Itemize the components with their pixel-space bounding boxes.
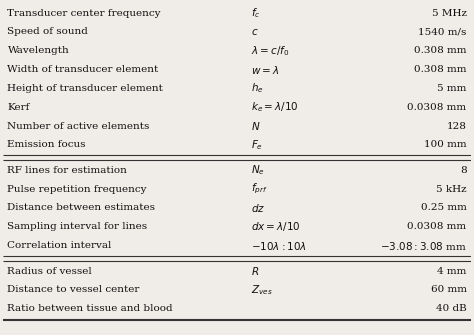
Text: Pulse repetition frequency: Pulse repetition frequency bbox=[8, 185, 147, 194]
Text: 60 mm: 60 mm bbox=[430, 285, 466, 294]
Text: $f_{prf}$: $f_{prf}$ bbox=[251, 182, 268, 196]
Text: Sampling interval for lines: Sampling interval for lines bbox=[8, 222, 147, 231]
Text: 0.308 mm: 0.308 mm bbox=[414, 65, 466, 74]
Text: 0.0308 mm: 0.0308 mm bbox=[408, 222, 466, 231]
Text: $\lambda = c/f_0$: $\lambda = c/f_0$ bbox=[251, 44, 289, 58]
Text: Correlation interval: Correlation interval bbox=[8, 241, 112, 250]
Text: $c$: $c$ bbox=[251, 27, 259, 37]
Text: 1540 m/s: 1540 m/s bbox=[418, 27, 466, 37]
Text: 0.308 mm: 0.308 mm bbox=[414, 46, 466, 55]
Text: Distance between estimates: Distance between estimates bbox=[8, 203, 155, 212]
Text: $Z_{ves}$: $Z_{ves}$ bbox=[251, 283, 273, 297]
Text: $k_e = \lambda/10$: $k_e = \lambda/10$ bbox=[251, 100, 299, 114]
Text: Number of active elements: Number of active elements bbox=[8, 122, 150, 131]
Text: 8: 8 bbox=[460, 166, 466, 175]
Text: Speed of sound: Speed of sound bbox=[8, 27, 88, 37]
Text: Emission focus: Emission focus bbox=[8, 140, 86, 149]
Text: Ratio between tissue and blood: Ratio between tissue and blood bbox=[8, 304, 173, 313]
Text: $-3.08:3.08$ mm: $-3.08:3.08$ mm bbox=[380, 240, 466, 252]
Text: Transducer center frequency: Transducer center frequency bbox=[8, 9, 161, 18]
Text: 4 mm: 4 mm bbox=[437, 267, 466, 276]
Text: 5 kHz: 5 kHz bbox=[436, 185, 466, 194]
Text: 5 mm: 5 mm bbox=[437, 84, 466, 93]
Text: $R$: $R$ bbox=[251, 265, 259, 277]
Text: $w = \lambda$: $w = \lambda$ bbox=[251, 64, 279, 76]
Text: $dx = \lambda/10$: $dx = \lambda/10$ bbox=[251, 220, 301, 233]
Text: $h_e$: $h_e$ bbox=[251, 81, 264, 95]
Text: 5 MHz: 5 MHz bbox=[431, 9, 466, 18]
Text: Wavelength: Wavelength bbox=[8, 46, 69, 55]
Text: 0.0308 mm: 0.0308 mm bbox=[408, 103, 466, 112]
Text: $N_e$: $N_e$ bbox=[251, 163, 265, 177]
Text: 128: 128 bbox=[447, 122, 466, 131]
Text: Width of transducer element: Width of transducer element bbox=[8, 65, 159, 74]
Text: $F_e$: $F_e$ bbox=[251, 138, 263, 152]
Text: 0.25 mm: 0.25 mm bbox=[420, 203, 466, 212]
Text: Radius of vessel: Radius of vessel bbox=[8, 267, 92, 276]
Text: RF lines for estimation: RF lines for estimation bbox=[8, 166, 128, 175]
Text: $f_c$: $f_c$ bbox=[251, 6, 261, 20]
Text: Height of transducer element: Height of transducer element bbox=[8, 84, 164, 93]
Text: Kerf: Kerf bbox=[8, 103, 30, 112]
Text: 40 dB: 40 dB bbox=[436, 304, 466, 313]
Text: 100 mm: 100 mm bbox=[424, 140, 466, 149]
Text: Distance to vessel center: Distance to vessel center bbox=[8, 285, 140, 294]
Text: $N$: $N$ bbox=[251, 120, 261, 132]
Text: $dz$: $dz$ bbox=[251, 202, 265, 214]
Text: $-10\lambda:10\lambda$: $-10\lambda:10\lambda$ bbox=[251, 240, 307, 252]
